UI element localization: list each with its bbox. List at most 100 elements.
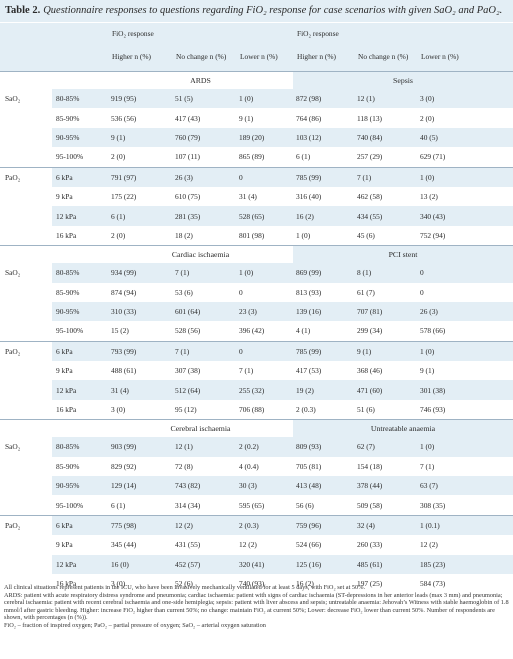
table-cell: 417 (53) bbox=[296, 366, 322, 376]
table-row: SaO₂ 80-85% 934 (99) 7 (1) 1 (0) 869 (99) 8 (1… bbox=[0, 263, 513, 283]
table-cell: 865 (89) bbox=[239, 152, 265, 162]
table-cell: 340 (43) bbox=[417, 206, 513, 226]
table-row: 85-90% 536 (56) 417 (43) 9 (1) 764 (86) 118 (… bbox=[0, 108, 513, 127]
table-cell: 431 (55) bbox=[175, 540, 201, 550]
table-cell: 869 (99) bbox=[293, 263, 354, 283]
table-cell: 536 (56) bbox=[111, 113, 137, 123]
table-cell: 705 (81) bbox=[296, 461, 322, 471]
table-cell: 775 (98) bbox=[108, 514, 172, 536]
row-range-label: 90-95% bbox=[52, 476, 108, 496]
table-cell: 396 (42) bbox=[239, 326, 265, 336]
table-footnotes: All clinical situations represent patien… bbox=[4, 584, 509, 630]
table-row: 95-100% 15 (2) 528 (56) 396 (42) 4 (1) 299 (3… bbox=[0, 321, 513, 341]
table-cell: 2 (0.2) bbox=[236, 437, 293, 457]
table-title-text: Questionnaire responses to questions reg… bbox=[43, 5, 503, 16]
row-range-label: 95-100% bbox=[56, 500, 84, 510]
row-range-label: 9 kPa bbox=[56, 540, 73, 550]
footnote-2: ARDS: patient with acute respiratory dis… bbox=[4, 591, 509, 622]
table-cell: 791 (97) bbox=[108, 166, 172, 187]
row-group-label: PaO₂ bbox=[0, 514, 52, 536]
table-cell: 919 (95) bbox=[108, 89, 172, 109]
table-cell: 316 (40) bbox=[296, 192, 322, 202]
table-cell: 584 (73) bbox=[420, 579, 446, 589]
table-cell: 740 (84) bbox=[354, 127, 417, 148]
row-range-label: 95-100% bbox=[56, 152, 84, 162]
table-cell: 26 (3) bbox=[417, 301, 513, 322]
row-group-label bbox=[0, 457, 52, 476]
table-row: 95-100% 2 (0) 107 (11) 865 (89) 6 (1) 257 (29… bbox=[0, 147, 513, 167]
table-cell: 829 (92) bbox=[111, 461, 137, 471]
row-group-label: SaO₂ bbox=[5, 268, 21, 278]
header-group-row: FiO₂ response FiO₂ response bbox=[0, 23, 513, 43]
table-cell: 129 (14) bbox=[108, 476, 172, 496]
table-cell: 934 (99) bbox=[108, 263, 172, 283]
table-cell: 524 (66) bbox=[296, 540, 322, 550]
table-cell: 485 (61) bbox=[354, 554, 417, 574]
table-cell: 189 (20) bbox=[236, 127, 293, 148]
row-range-label: 12 kPa bbox=[52, 554, 108, 574]
row-range-label: 16 kPa bbox=[56, 230, 77, 240]
table-cell: 578 (66) bbox=[420, 326, 446, 336]
table-cell: 2 (0) bbox=[420, 113, 435, 123]
table-cell: 7 (1) bbox=[239, 366, 254, 376]
table-cell: 63 (7) bbox=[417, 476, 513, 496]
table-cell: 9 (1) bbox=[108, 127, 172, 148]
table-cell: 0 bbox=[239, 287, 243, 297]
table-cell: 307 (38) bbox=[175, 366, 201, 376]
table-cell: 9 (1) bbox=[239, 113, 254, 123]
table-cell: 434 (55) bbox=[354, 206, 417, 226]
table-cell: 3 (0) bbox=[417, 89, 513, 109]
row-range-label: 6 kPa bbox=[52, 166, 108, 187]
table-cell: 7 (1) bbox=[420, 461, 435, 471]
table-row: SaO₂ 80-85% 903 (99) 12 (1) 2 (0.2) 809 (93) 6… bbox=[0, 437, 513, 457]
table-cell: 139 (16) bbox=[293, 301, 354, 322]
table-cell: 31 (4) bbox=[239, 192, 257, 202]
table-cell: 61 (7) bbox=[357, 287, 375, 297]
section-title-left: Cardiac ischaemia bbox=[108, 245, 293, 264]
footnote-3: FiO₂ – fraction of inspired oxygen; PaO₂… bbox=[4, 621, 266, 629]
row-group-label bbox=[0, 226, 52, 246]
table-cell: 1 (0) bbox=[417, 340, 513, 362]
table-cell: 706 (88) bbox=[239, 405, 265, 415]
response-table: FiO₂ response FiO₂ response Higher n (%)… bbox=[0, 23, 513, 593]
table-row: 95-100% 6 (1) 314 (34) 595 (65) 56 (6) 509 (5… bbox=[0, 495, 513, 515]
table-row: PaO₂ 6 kPa 775 (98) 12 (2) 2 (0.3) 759 (96) 32… bbox=[0, 514, 513, 536]
table-cell: 601 (64) bbox=[172, 301, 236, 322]
row-range-label: 85-90% bbox=[56, 113, 80, 123]
table-cell: 903 (99) bbox=[108, 437, 172, 457]
row-group-label bbox=[0, 361, 52, 380]
table-row: 16 kPa 3 (0) 52 (6) 740 (93) 16 (2) 197 (25) 5… bbox=[0, 574, 513, 593]
table-cell: 281 (35) bbox=[172, 206, 236, 226]
table-cell: 629 (71) bbox=[420, 152, 446, 162]
section-title-row: Cardiac ischaemia PCI stent bbox=[0, 245, 513, 264]
row-range-label: 90-95% bbox=[52, 127, 108, 148]
table-cell: 31 (4) bbox=[108, 380, 172, 400]
table-cell: 299 (34) bbox=[357, 326, 383, 336]
table-cell: 118 (13) bbox=[357, 113, 382, 123]
row-range-label: 12 kPa bbox=[52, 380, 108, 400]
table-cell: 6 (1) bbox=[108, 206, 172, 226]
table-cell: 7 (1) bbox=[172, 340, 236, 362]
table-cell: 45 (6) bbox=[357, 230, 375, 240]
table-cell: 740 (93) bbox=[239, 579, 265, 589]
table-cell: 7 (1) bbox=[354, 166, 417, 187]
table-cell: 9 (1) bbox=[354, 340, 417, 362]
row-range-label: 85-90% bbox=[56, 461, 80, 471]
table-cell: 785 (99) bbox=[293, 340, 354, 362]
col-header-nochange-right: No change n (%) bbox=[354, 43, 417, 72]
table-row: 90-95% 129 (14) 743 (82) 30 (3) 413 (48) 378 … bbox=[0, 476, 513, 496]
table-cell: 0 bbox=[417, 263, 513, 283]
table-cell: 528 (56) bbox=[175, 326, 201, 336]
table-cell: 40 (5) bbox=[417, 127, 513, 148]
table-cell: 15 (2) bbox=[111, 326, 129, 336]
table-cell: 16 (0) bbox=[108, 554, 172, 574]
table-cell: 528 (65) bbox=[236, 206, 293, 226]
row-group-label bbox=[0, 283, 52, 302]
table-cell: 72 (8) bbox=[175, 461, 193, 471]
table-cell: 1 (0) bbox=[236, 263, 293, 283]
table-cell: 813 (93) bbox=[296, 287, 322, 297]
table-cell: 7 (1) bbox=[172, 263, 236, 283]
row-range-label: 6 kPa bbox=[52, 340, 108, 362]
row-group-label bbox=[0, 147, 52, 167]
table-body: FiO₂ response FiO₂ response Higher n (%)… bbox=[0, 23, 513, 593]
